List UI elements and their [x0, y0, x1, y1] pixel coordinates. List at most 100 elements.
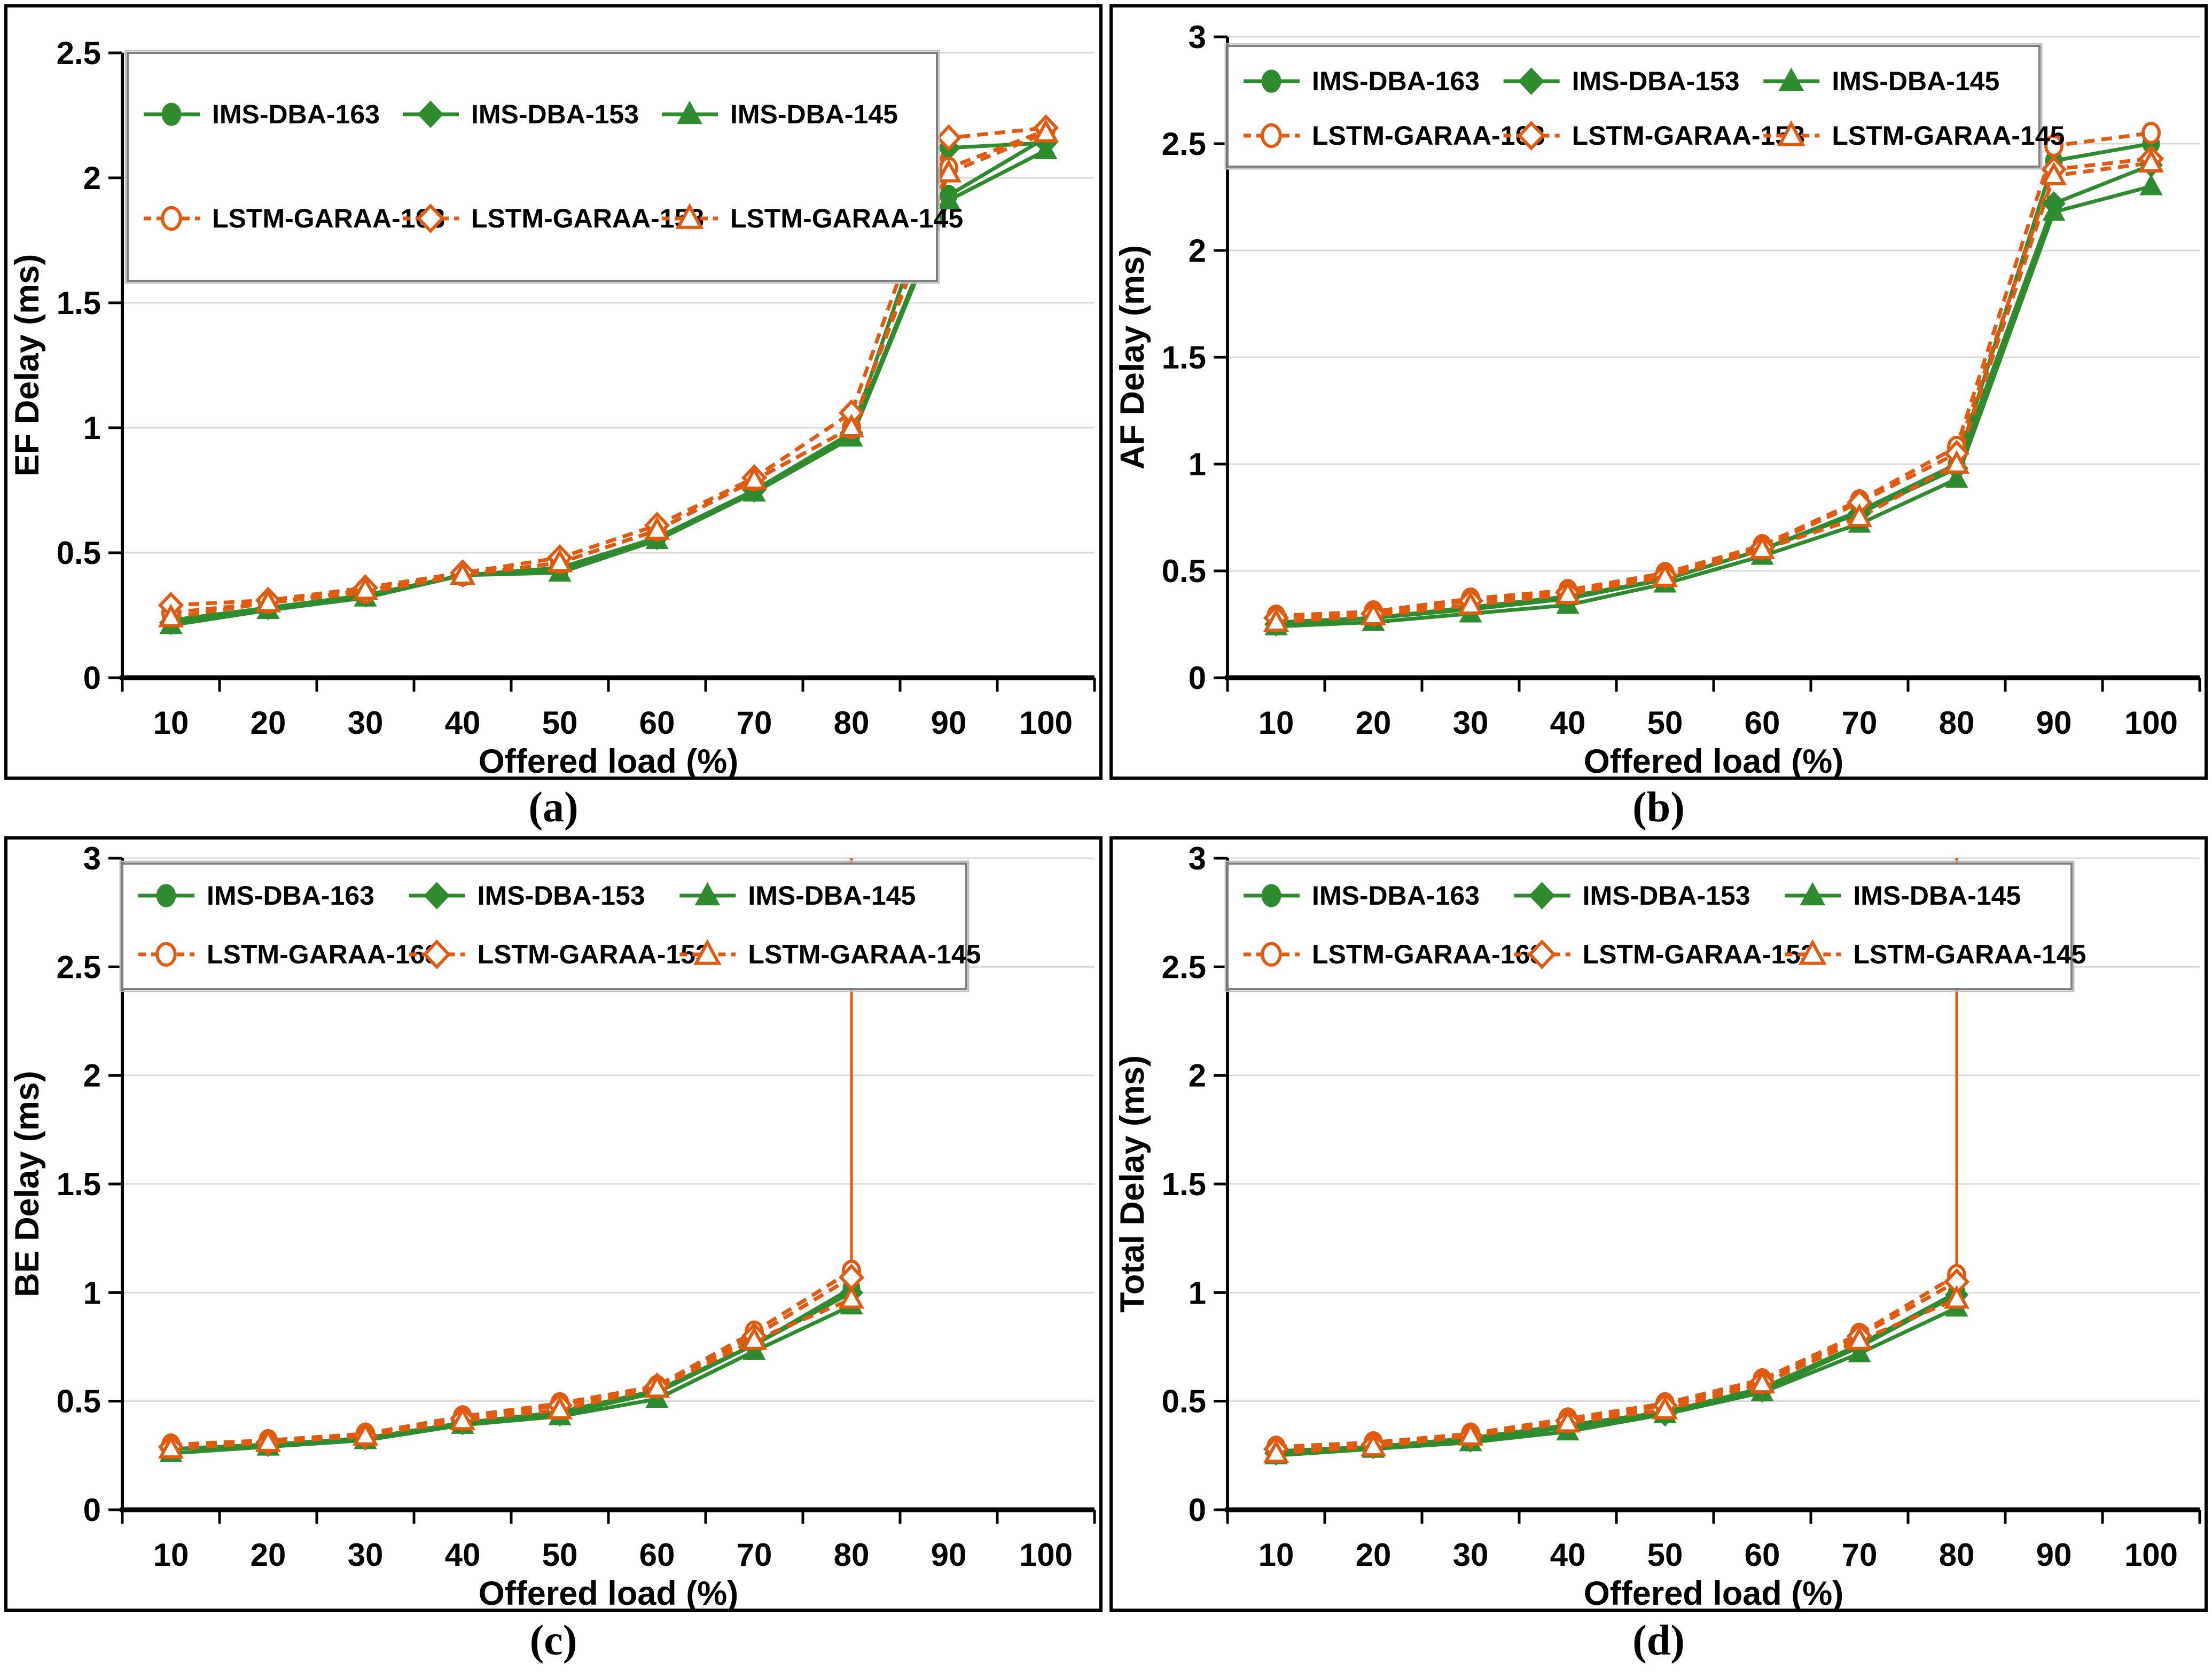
legend-marker-LSTM-GARAA-145 — [693, 939, 722, 965]
marker-LSTM-GARAA-145-90 — [935, 159, 962, 183]
marker-LSTM-GARAA-163-100 — [2141, 122, 2161, 144]
y-tick-label: 2.5 — [57, 35, 101, 71]
marker-LSTM-GARAA-145-70 — [741, 1326, 768, 1350]
x-tick-label: 50 — [542, 705, 578, 741]
legend-border-outer — [1224, 860, 2075, 992]
legend-marker-IMS-DBA-153 — [1529, 882, 1556, 909]
marker-LSTM-GARAA-145-50 — [546, 1395, 573, 1420]
chart-panel-be-delay: 0 0.5 1 1.5 2 2.5 3 10 20 30 40 50 60 70 80 90 100 Offere… — [4, 836, 1103, 1612]
x-tick-label: 20 — [1356, 1537, 1392, 1573]
y-tick-label: 3 — [83, 841, 101, 876]
legend-label-LSTM-GARAA-145: LSTM-GARAA-145 — [1853, 939, 2086, 969]
y-axis-title: AF Delay (ms) — [1114, 245, 1151, 469]
marker-LSTM-GARAA-145-40 — [1554, 580, 1581, 604]
series-line-IMS-DBA-145 — [1276, 184, 2152, 629]
caption-a: (a) — [528, 784, 579, 831]
legend-marker-IMS-DBA-145 — [694, 882, 721, 906]
y-axis-title: BE Delay (ms) — [9, 1071, 46, 1297]
marker-LSTM-GARAA-145-80 — [838, 413, 865, 437]
y-tick-label: 2 — [1189, 1058, 1206, 1094]
y-tick-label: 1 — [83, 1275, 101, 1311]
y-tick-label: 1 — [1189, 446, 1206, 482]
chart-be-delay: 0 0.5 1 1.5 2 2.5 3 10 20 30 40 50 60 70 80 90 100 Offere… — [9, 841, 1096, 1609]
y-tick-label: 0 — [1189, 1492, 1206, 1528]
marker-LSTM-GARAA-145-20 — [1360, 601, 1387, 625]
marker-IMS-DBA-145-100 — [2139, 174, 2163, 195]
marker-LSTM-GARAA-145-100 — [1033, 119, 1059, 143]
x-tick-label: 40 — [445, 705, 481, 741]
legend-label-IMS-DBA-163: IMS-DBA-163 — [207, 881, 374, 911]
marker-LSTM-GARAA-145-30 — [352, 1422, 379, 1446]
marker-LSTM-GARAA-145-50 — [1652, 563, 1678, 587]
legend-label-IMS-DBA-153: IMS-DBA-153 — [1583, 881, 1750, 911]
y-tick-label: 0.5 — [57, 535, 101, 571]
marker-LSTM-GARAA-145-70 — [741, 466, 768, 490]
y-tick-label: 2 — [83, 1058, 101, 1094]
series-line-IMS-DBA-145 — [170, 1304, 853, 1455]
series-line-LSTM-GARAA-145 — [1276, 1297, 1958, 1455]
legend-marker-LSTM-GARAA-163 — [155, 942, 177, 967]
marker-LSTM-GARAA-145-30 — [1457, 591, 1484, 615]
legend-marker-LSTM-GARAA-145 — [1799, 939, 1827, 965]
series-line-IMS-DBA-145 — [1276, 1306, 1958, 1457]
y-tick-label: 0 — [83, 660, 101, 696]
legend-marker-IMS-DBA-153 — [417, 100, 444, 128]
x-axis-title: Offered load (%) — [1584, 1575, 1844, 1609]
series-line-LSTM-GARAA-163 — [1276, 1273, 1958, 1449]
x-tick-label: 100 — [1019, 705, 1073, 741]
legend-label-LSTM-GARAA-145: LSTM-GARAA-145 — [748, 939, 981, 969]
legend: IMS-DBA-163 IMS-DBA-153 IMS-DBA-145 LSTM-GA… — [124, 50, 963, 284]
series-line-IMS-DBA-145 — [170, 148, 1047, 628]
series-line-IMS-DBA-163 — [1276, 142, 2152, 624]
marker-IMS-DBA-145-100 — [1034, 138, 1058, 160]
x-axis-title: Offered load (%) — [479, 743, 739, 777]
legend-label-LSTM-GARAA-153: LSTM-GARAA-153 — [478, 939, 710, 969]
legend-label-IMS-DBA-163: IMS-DBA-163 — [1312, 881, 1480, 911]
legend-marker-IMS-DBA-145 — [1778, 67, 1804, 91]
x-tick-label: 70 — [737, 1537, 772, 1573]
series-lines — [1276, 1273, 1958, 1457]
series-lines — [170, 1269, 853, 1455]
x-tick-label: 20 — [251, 705, 286, 741]
legend-label-IMS-DBA-145: IMS-DBA-145 — [748, 881, 916, 911]
y-tick-label: 1.5 — [1162, 1166, 1206, 1202]
x-tick-label: 30 — [1453, 1537, 1489, 1573]
series-line-IMS-DBA-153 — [170, 140, 1046, 625]
legend-marker-LSTM-GARAA-153 — [1517, 121, 1546, 151]
series-line-LSTM-GARAA-153 — [1276, 156, 2152, 620]
legend-label-LSTM-GARAA-145: LSTM-GARAA-145 — [730, 203, 963, 233]
caption-b: (b) — [1632, 784, 1685, 831]
marker-LSTM-GARAA-145-50 — [1652, 1395, 1678, 1420]
marker-IMS-DBA-145-80 — [1945, 466, 1968, 488]
legend-marker-IMS-DBA-163 — [1261, 884, 1281, 907]
series-line-IMS-DBA-153 — [1276, 1293, 1958, 1455]
x-tick-label: 80 — [834, 705, 870, 741]
x-axis-title: Offered load (%) — [479, 1575, 739, 1609]
marker-LSTM-GARAA-145-40 — [449, 1406, 476, 1431]
x-tick-label: 60 — [1745, 705, 1780, 741]
legend-marker-IMS-DBA-153 — [1518, 67, 1545, 95]
x-tick-label: 50 — [1647, 1537, 1683, 1573]
x-tick-label: 90 — [2036, 705, 2072, 741]
y-tick-label: 3 — [1189, 19, 1206, 55]
y-tick-label: 2.5 — [1162, 949, 1206, 985]
marker-LSTM-GARAA-145-80 — [838, 1285, 865, 1309]
x-tick-label: 60 — [639, 705, 675, 741]
marker-LSTM-GARAA-145-100 — [2138, 148, 2164, 172]
legend-label-IMS-DBA-145: IMS-DBA-145 — [730, 99, 898, 129]
caption-c: (c) — [529, 1617, 577, 1664]
x-tick-label: 10 — [153, 705, 189, 741]
y-tick-label: 2 — [1189, 233, 1206, 269]
x-tick-label: 80 — [1939, 705, 1975, 741]
legend-label-IMS-DBA-163: IMS-DBA-163 — [212, 99, 380, 129]
marker-LSTM-GARAA-145-20 — [1360, 1432, 1387, 1457]
marker-LSTM-GARAA-145-30 — [1457, 1422, 1484, 1446]
y-tick-label: 1.5 — [1162, 340, 1206, 375]
marker-LSTM-GARAA-145-10 — [158, 603, 184, 628]
marker-LSTM-GARAA-145-80 — [1943, 1285, 1970, 1309]
x-tick-label: 80 — [834, 1537, 870, 1573]
legend-label-LSTM-GARAA-153: LSTM-GARAA-153 — [1583, 939, 1816, 969]
y-tick-label: 0.5 — [57, 1384, 101, 1420]
marker-LSTM-GARAA-145-60 — [644, 1374, 670, 1398]
chart-panel-ef-delay: 0 0.5 1 1.5 2 2.5 10 20 30 40 50 60 70 80 90 100 Offered… — [4, 4, 1103, 780]
